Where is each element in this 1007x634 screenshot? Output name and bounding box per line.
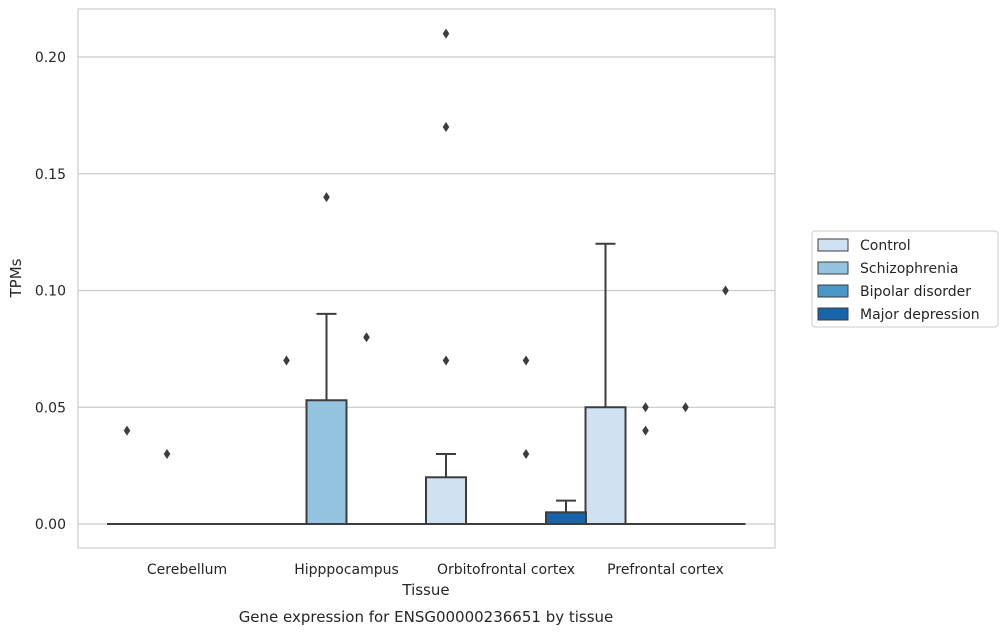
outlier-point <box>363 332 370 343</box>
legend-item: Major depression <box>817 307 980 323</box>
legend-frame <box>811 230 999 328</box>
boxes-layer <box>107 28 746 526</box>
box-bipolar-disorder <box>665 402 706 525</box>
plot-frame <box>77 8 776 549</box>
x-tick-label: Prefrontal cortex <box>607 562 724 578</box>
box-bipolar-disorder <box>506 355 546 525</box>
box-body <box>425 476 467 525</box>
legend-item: Schizophrenia <box>817 261 958 277</box>
y-axis-label: TPMs <box>7 258 25 298</box>
legend-label: Control <box>860 238 911 254</box>
legend-label: Bipolar disorder <box>860 284 971 300</box>
legend-label: Major depression <box>860 307 980 323</box>
outlier-point <box>522 355 530 366</box>
legend-swatch <box>817 284 849 298</box>
box-major-depression <box>545 499 587 526</box>
box-control <box>425 28 467 525</box>
legend-item: Control <box>817 238 911 254</box>
x-tick-label: Cerebellum <box>147 562 227 578</box>
outlier-point <box>283 355 290 366</box>
outlier-point <box>522 448 530 459</box>
y-tick-label: 0.15 <box>35 167 66 183</box>
legend-swatch <box>817 261 849 275</box>
box-control <box>107 425 147 525</box>
legend-item: Bipolar disorder <box>817 284 971 300</box>
outlier-point <box>163 448 171 459</box>
y-tick-labels: 0.00 0.05 0.10 0.15 0.20 <box>35 50 66 533</box>
plot-background <box>78 9 775 548</box>
y-tick-label: 0.00 <box>35 517 66 533</box>
x-axis-label: Tissue <box>401 581 449 599</box>
legend: Control Schizophrenia Bipolar disorder Majo… <box>811 230 999 328</box>
outlier-point <box>642 402 649 413</box>
outlier-point <box>442 122 450 133</box>
y-tick-label: 0.10 <box>35 284 66 300</box>
box-bipolar-disorder <box>346 332 387 525</box>
outlier-point <box>442 28 450 39</box>
outlier-point <box>442 355 450 366</box>
legend-label: Schizophrenia <box>860 261 958 277</box>
outlier-point <box>722 285 729 296</box>
outlier-point <box>123 425 131 436</box>
x-tick-label: Hipppocampus <box>294 562 399 578</box>
box-control <box>266 355 307 525</box>
box-schizophrenia <box>305 192 348 525</box>
outlier-point <box>323 192 330 203</box>
legend-swatch <box>817 238 849 252</box>
box-schizophrenia <box>147 448 187 525</box>
x-tick-labels: Cerebellum Hipppocampus Orbitofrontal cort… <box>147 562 724 578</box>
y-tick-label: 0.20 <box>35 50 66 66</box>
box-body <box>545 511 587 526</box>
chart-title: Gene expression for ENSG00000236651 by t… <box>239 608 614 626</box>
legend-swatch <box>817 307 849 321</box>
y-tick-label: 0.05 <box>35 400 66 416</box>
box-schizophrenia <box>625 402 666 525</box>
box-body <box>305 399 348 525</box>
outlier-point <box>682 402 689 413</box>
box-body <box>584 406 627 525</box>
box-major-depression <box>705 285 746 525</box>
x-tick-label: Orbitofrontal cortex <box>437 562 575 578</box>
box-control <box>584 242 627 525</box>
outlier-point <box>642 425 649 436</box>
